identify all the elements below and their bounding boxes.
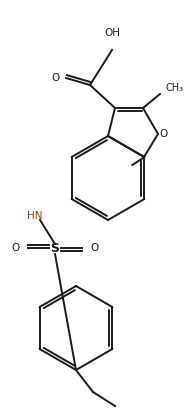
Text: O: O (90, 243, 98, 253)
Text: O: O (159, 129, 167, 139)
Text: OH: OH (104, 28, 120, 38)
Text: S: S (50, 242, 60, 255)
Text: O: O (12, 243, 20, 253)
Text: CH₃: CH₃ (165, 83, 183, 93)
Text: HN: HN (26, 211, 42, 221)
Text: O: O (52, 73, 60, 83)
